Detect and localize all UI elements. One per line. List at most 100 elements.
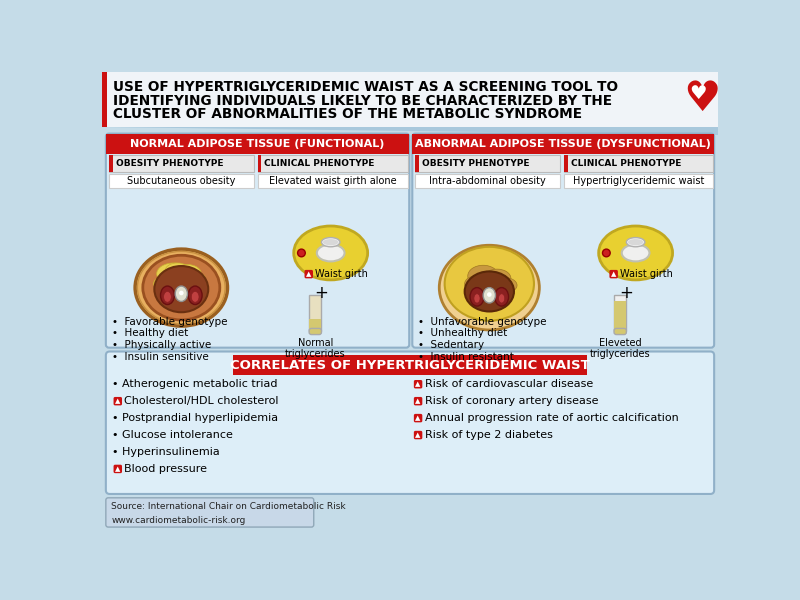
FancyBboxPatch shape: [106, 352, 714, 494]
Ellipse shape: [191, 292, 199, 302]
Ellipse shape: [158, 285, 177, 298]
Text: Annual progression rate of aortic calcification: Annual progression rate of aortic calcif…: [425, 413, 678, 423]
Bar: [415, 155, 419, 172]
Text: ▲: ▲: [611, 271, 616, 277]
Bar: [412, 134, 714, 154]
Ellipse shape: [626, 238, 645, 247]
Bar: [564, 155, 714, 172]
Bar: [102, 72, 718, 127]
Text: ▲: ▲: [306, 271, 311, 277]
Bar: [415, 173, 560, 187]
Bar: [614, 301, 626, 331]
Ellipse shape: [439, 245, 539, 330]
Ellipse shape: [157, 263, 190, 284]
Ellipse shape: [135, 249, 227, 326]
FancyBboxPatch shape: [610, 270, 618, 278]
Ellipse shape: [622, 244, 650, 262]
Text: Waist girth: Waist girth: [620, 269, 673, 279]
Bar: [309, 295, 322, 331]
Text: •  Unfavorable genotype: • Unfavorable genotype: [418, 317, 547, 327]
Ellipse shape: [294, 226, 368, 280]
Text: Hypertriglyceridemic waist: Hypertriglyceridemic waist: [573, 176, 704, 185]
Text: •  Insulin resistant: • Insulin resistant: [418, 352, 514, 362]
Text: OBESITY PHENOTYPE: OBESITY PHENOTYPE: [116, 159, 223, 168]
Text: Risk of coronary artery disease: Risk of coronary artery disease: [425, 396, 598, 406]
Ellipse shape: [469, 289, 487, 301]
Ellipse shape: [188, 286, 202, 305]
Bar: [102, 72, 106, 127]
Ellipse shape: [598, 226, 673, 280]
Text: • Glucose intolerance: • Glucose intolerance: [112, 430, 233, 440]
Bar: [109, 173, 254, 187]
Text: NORMAL ADIPOSE TISSUE (FUNCTIONAL): NORMAL ADIPOSE TISSUE (FUNCTIONAL): [130, 139, 385, 149]
Text: Source: International Chair on Cardiometabolic Risk
www.cardiometabolic-risk.org: Source: International Chair on Cardiomet…: [111, 502, 346, 524]
Text: +: +: [619, 284, 634, 302]
FancyBboxPatch shape: [114, 397, 122, 406]
Ellipse shape: [474, 294, 480, 303]
Ellipse shape: [138, 251, 226, 324]
Ellipse shape: [468, 265, 498, 287]
FancyBboxPatch shape: [414, 414, 422, 422]
Ellipse shape: [179, 290, 184, 295]
Bar: [233, 355, 587, 376]
Bar: [564, 155, 568, 172]
Ellipse shape: [484, 276, 502, 292]
Text: ABNORMAL ADIPOSE TISSUE (DYSFUNCTIONAL): ABNORMAL ADIPOSE TISSUE (DYSFUNCTIONAL): [415, 139, 711, 149]
FancyBboxPatch shape: [414, 380, 422, 388]
Text: ▲: ▲: [415, 381, 421, 387]
Ellipse shape: [490, 286, 511, 301]
Text: • Atherogenic metabolic triad: • Atherogenic metabolic triad: [112, 379, 278, 389]
Ellipse shape: [322, 238, 340, 247]
Ellipse shape: [143, 255, 220, 320]
Ellipse shape: [469, 281, 502, 302]
Ellipse shape: [154, 276, 175, 292]
Bar: [614, 295, 626, 331]
Ellipse shape: [465, 276, 486, 292]
Bar: [258, 173, 409, 187]
FancyBboxPatch shape: [614, 328, 626, 335]
Text: •  Healthy diet: • Healthy diet: [112, 328, 188, 338]
Text: ♥: ♥: [683, 78, 721, 120]
Text: •  Insulin sensitive: • Insulin sensitive: [112, 352, 209, 362]
Text: CORRELATES OF HYPERTRIGLYCERIDEMIC WAIST: CORRELATES OF HYPERTRIGLYCERIDEMIC WAIST: [230, 359, 590, 372]
Text: OBESITY PHENOTYPE: OBESITY PHENOTYPE: [422, 159, 530, 168]
Text: ▲: ▲: [115, 398, 121, 404]
Ellipse shape: [175, 286, 187, 301]
Ellipse shape: [498, 294, 505, 303]
Text: Blood pressure: Blood pressure: [124, 464, 207, 474]
Text: ▲: ▲: [415, 398, 421, 404]
Ellipse shape: [483, 269, 511, 287]
Text: ▲: ▲: [415, 415, 421, 421]
Ellipse shape: [317, 244, 345, 262]
Ellipse shape: [445, 247, 534, 321]
Bar: [109, 155, 254, 172]
Text: ♥: ♥: [690, 85, 707, 103]
Bar: [258, 155, 262, 172]
Text: Risk of cardiovascular disease: Risk of cardiovascular disease: [425, 379, 593, 389]
Text: CLUSTER OF ABNORMALITIES OF THE METABOLIC SYNDROME: CLUSTER OF ABNORMALITIES OF THE METABOLI…: [113, 107, 582, 121]
Ellipse shape: [465, 271, 514, 311]
Text: USE OF HYPERTRIGLYCERIDEMIC WAIST AS A SCREENING TOOL TO: USE OF HYPERTRIGLYCERIDEMIC WAIST AS A S…: [113, 80, 618, 94]
FancyBboxPatch shape: [106, 498, 314, 527]
Text: IDENTIFYING INDIVIDUALS LIKELY TO BE CHARACTERIZED BY THE: IDENTIFYING INDIVIDUALS LIKELY TO BE CHA…: [113, 94, 612, 107]
Ellipse shape: [323, 239, 338, 245]
Ellipse shape: [184, 272, 206, 287]
Text: Intra-abdominal obesity: Intra-abdominal obesity: [430, 176, 546, 185]
Ellipse shape: [628, 239, 643, 245]
FancyBboxPatch shape: [114, 464, 122, 473]
Bar: [415, 155, 560, 172]
Ellipse shape: [602, 249, 610, 257]
Bar: [106, 134, 410, 154]
Bar: [109, 155, 113, 172]
Ellipse shape: [487, 292, 492, 297]
FancyBboxPatch shape: [305, 270, 313, 278]
FancyBboxPatch shape: [106, 134, 410, 347]
Bar: [309, 319, 322, 331]
Bar: [564, 173, 714, 187]
FancyBboxPatch shape: [412, 134, 714, 347]
Text: Cholesterol/HDL cholesterol: Cholesterol/HDL cholesterol: [124, 396, 279, 406]
Text: Subcutaneous obesity: Subcutaneous obesity: [127, 176, 235, 185]
Ellipse shape: [298, 249, 306, 257]
Bar: [258, 155, 409, 172]
Text: •  Unhealthy diet: • Unhealthy diet: [418, 328, 508, 338]
